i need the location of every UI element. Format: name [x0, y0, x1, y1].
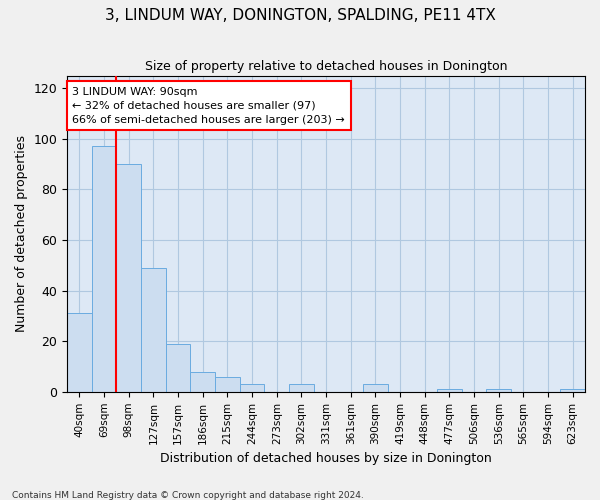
Title: Size of property relative to detached houses in Donington: Size of property relative to detached ho…	[145, 60, 508, 73]
Bar	[141, 268, 166, 392]
Bar	[487, 390, 511, 392]
Bar	[289, 384, 314, 392]
Bar	[560, 390, 585, 392]
Bar	[190, 372, 215, 392]
Bar	[215, 376, 240, 392]
Text: Contains HM Land Registry data © Crown copyright and database right 2024.: Contains HM Land Registry data © Crown c…	[12, 490, 364, 500]
Bar	[67, 314, 92, 392]
Bar	[437, 390, 462, 392]
Bar	[116, 164, 141, 392]
Bar	[240, 384, 265, 392]
Bar	[92, 146, 116, 392]
Y-axis label: Number of detached properties: Number of detached properties	[15, 135, 28, 332]
Bar	[363, 384, 388, 392]
Text: 3, LINDUM WAY, DONINGTON, SPALDING, PE11 4TX: 3, LINDUM WAY, DONINGTON, SPALDING, PE11…	[104, 8, 496, 22]
X-axis label: Distribution of detached houses by size in Donington: Distribution of detached houses by size …	[160, 452, 492, 465]
Text: 3 LINDUM WAY: 90sqm
← 32% of detached houses are smaller (97)
66% of semi-detach: 3 LINDUM WAY: 90sqm ← 32% of detached ho…	[73, 86, 345, 124]
Bar	[166, 344, 190, 392]
